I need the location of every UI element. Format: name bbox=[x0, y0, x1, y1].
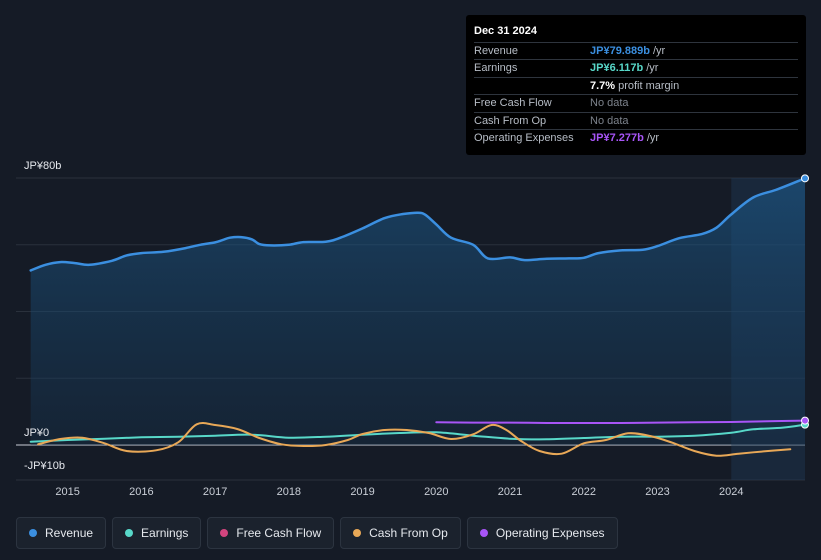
legend-label: Operating Expenses bbox=[495, 526, 605, 540]
tooltip-row-value: 7.7% profit margin bbox=[590, 79, 680, 92]
revenue-line bbox=[29, 177, 807, 272]
x-tick-label: 2022 bbox=[572, 486, 596, 498]
legend-dot-icon bbox=[125, 529, 134, 537]
legend-label: Cash From Op bbox=[369, 526, 448, 540]
tooltip-row-label: Earnings bbox=[474, 62, 518, 75]
tooltip-row-label bbox=[474, 78, 590, 94]
earnings-line bbox=[29, 423, 806, 443]
tooltip-row-value: JP¥6.117b/yr bbox=[590, 62, 659, 75]
tooltip-row-value: JP¥7.277b/yr bbox=[590, 131, 660, 144]
cash-from-op-line bbox=[37, 422, 792, 457]
legend-cash-from-op[interactable]: Cash From Op bbox=[340, 517, 461, 549]
tooltip-row-value: No data bbox=[590, 114, 629, 127]
x-tick-label: 2019 bbox=[350, 486, 374, 498]
tooltip-row-unit: /yr bbox=[646, 131, 660, 144]
legend-dot-icon bbox=[220, 529, 229, 537]
chart-legend: Revenue Earnings Free Cash Flow Cash From O… bbox=[16, 517, 618, 549]
tooltip-row-unit: profit margin bbox=[618, 79, 680, 92]
tooltip-row-unit: /yr bbox=[646, 62, 659, 75]
x-axis-ticks: 2015 2016 2017 2018 2019 2020 2021 2022 2023 2024 bbox=[55, 486, 743, 498]
tooltip-row: 7.7% profit margin bbox=[474, 76, 798, 94]
tooltip-row-label: Revenue bbox=[474, 45, 519, 57]
legend-dot-icon bbox=[479, 529, 488, 537]
legend-dot-icon bbox=[29, 529, 37, 537]
x-tick-label: 2024 bbox=[719, 486, 743, 498]
x-tick-label: 2023 bbox=[645, 486, 669, 498]
legend-revenue[interactable]: Revenue bbox=[16, 517, 107, 549]
x-tick-label: 2015 bbox=[55, 486, 79, 498]
legend-label: Free Cash Flow bbox=[236, 526, 322, 540]
legend-earnings[interactable]: Earnings bbox=[112, 517, 202, 549]
tooltip-row: Earnings JP¥6.117b/yr bbox=[474, 59, 798, 76]
y-axis-top-label: JP¥80b bbox=[24, 160, 62, 172]
x-tick-label: 2021 bbox=[498, 486, 522, 498]
tooltip-row-label: Free Cash Flow bbox=[474, 97, 552, 110]
legend-free-cash-flow[interactable]: Free Cash Flow bbox=[207, 517, 335, 549]
tooltip-row-value: JP¥79.889b/yr bbox=[590, 45, 666, 57]
y-axis-zero-label: JP¥0 bbox=[24, 427, 50, 439]
tooltip-date: Dec 31 2024 bbox=[474, 25, 537, 37]
tooltip-row: Operating Expenses JP¥7.277b/yr bbox=[474, 128, 798, 146]
tooltip-row-label: Operating Expenses bbox=[474, 131, 574, 144]
y-axis-bottom-label: -JP¥10b bbox=[24, 460, 65, 472]
data-tooltip: Dec 31 2024 Revenue JP¥79.889b/yr Earnings… bbox=[466, 15, 806, 155]
legend-dot-icon bbox=[353, 529, 362, 537]
revenue-endpoint bbox=[801, 174, 809, 183]
operating-expenses-endpoint bbox=[801, 416, 809, 425]
revenue-area bbox=[30, 178, 805, 446]
legend-operating-expenses[interactable]: Operating Expenses bbox=[466, 517, 618, 549]
x-tick-label: 2020 bbox=[424, 486, 448, 498]
tooltip-row-unit: /yr bbox=[652, 45, 666, 57]
tooltip-row-value: No data bbox=[590, 97, 629, 110]
x-tick-label: 2017 bbox=[203, 486, 227, 498]
legend-label: Revenue bbox=[45, 526, 94, 540]
series-layer bbox=[29, 174, 809, 457]
operating-expenses-line bbox=[435, 419, 806, 424]
tooltip-row-label: Cash From Op bbox=[474, 114, 547, 127]
x-tick-label: 2018 bbox=[277, 486, 301, 498]
legend-label: Earnings bbox=[141, 526, 189, 540]
tooltip-row: Cash From Op No data bbox=[474, 111, 798, 129]
tooltip-row: Revenue JP¥79.889b/yr bbox=[474, 42, 798, 59]
x-tick-label: 2016 bbox=[129, 486, 153, 498]
tooltip-row: Free Cash Flow No data bbox=[474, 94, 798, 111]
